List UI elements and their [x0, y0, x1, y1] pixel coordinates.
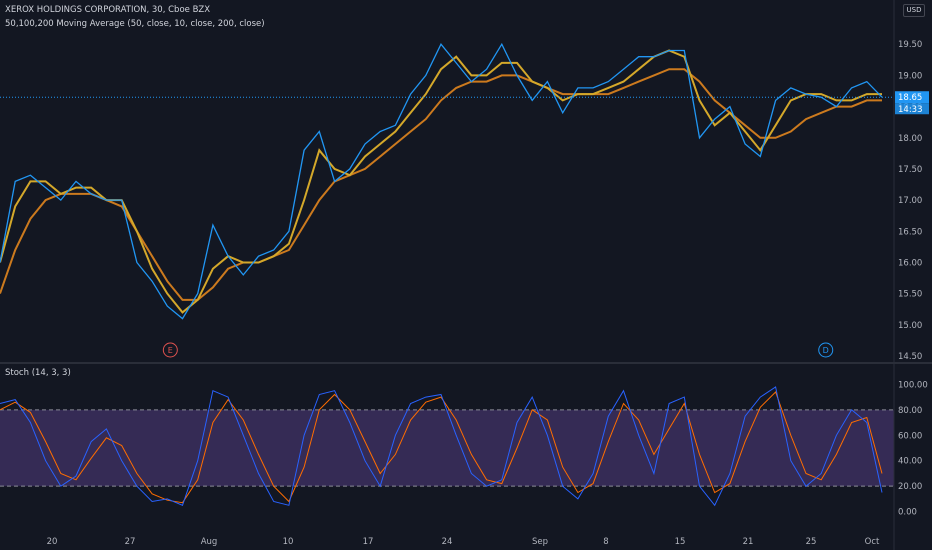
x-tick-label: 24: [442, 537, 453, 547]
symbol-title[interactable]: XEROX HOLDINGS CORPORATION, 30, Cboe BZX: [5, 5, 211, 15]
last-price-tag: [895, 91, 929, 104]
earnings-marker: [162, 342, 178, 358]
stoch-y-tick-label: 0.00: [898, 508, 917, 518]
x-tick-label: Oct: [865, 537, 880, 547]
price-y-tick-label: 18.00: [898, 134, 922, 144]
stoch-indicator-legend[interactable]: Stoch (14, 3, 3): [5, 368, 71, 378]
price-y-tick-label: 16.50: [898, 227, 922, 237]
x-tick-label: 27: [125, 537, 136, 547]
stoch-y-tick-label: 60.00: [898, 431, 922, 441]
price-y-tick-label: 15.50: [898, 290, 922, 300]
x-tick-label: 10: [283, 537, 294, 547]
stoch-y-tick-label: 20.00: [898, 482, 922, 492]
ma-200-line: [0, 68, 882, 301]
earnings-marker-label: E: [168, 346, 173, 355]
dividend-marker-label: D: [823, 346, 829, 355]
countdown-tag: [895, 103, 929, 115]
price-y-tick-label: 17.00: [898, 196, 922, 206]
price-y-tick-label: 14.50: [898, 352, 922, 362]
currency-badge[interactable]: USD: [903, 4, 925, 17]
price-y-tick-label: 15.00: [898, 321, 922, 331]
x-tick-label: 8: [603, 537, 608, 547]
price-line: [0, 42, 883, 320]
last-price-label: 18.65: [898, 93, 922, 103]
x-tick-label: 25: [806, 537, 817, 547]
ma-indicator-legend[interactable]: 50,100,200 Moving Average (50, close, 10…: [5, 19, 265, 29]
dividend-marker: [818, 342, 834, 358]
ma-50-line: [0, 49, 882, 314]
label-layer: 14.50 15.00 15.50 16.00 16.50 17.00 17.50 18.00…: [47, 40, 929, 547]
x-tick-label: Sep: [532, 537, 548, 547]
stoch-d-line: [0, 391, 883, 504]
price-y-tick-label: 19.50: [898, 40, 922, 50]
x-tick-label: Aug: [201, 537, 218, 547]
x-tick-label: 21: [743, 537, 754, 547]
price-y-tick-label: 17.50: [898, 165, 922, 175]
stoch-band-fill: [0, 409, 894, 487]
x-tick-label: 17: [363, 537, 374, 547]
stoch-y-tick-label: 100.00: [898, 380, 928, 390]
price-y-tick-label: 19.00: [898, 71, 922, 81]
stochastic-band-layer: [0, 409, 894, 487]
stoch-y-tick-label: 40.00: [898, 457, 922, 467]
x-tick-label: 15: [675, 537, 686, 547]
stoch-k-line: [0, 386, 883, 507]
price-y-tick-label: 16.00: [898, 258, 922, 268]
marks-layer: [0, 42, 894, 507]
stoch-y-tick-label: 80.00: [898, 406, 922, 416]
countdown-label: 14:33: [898, 105, 923, 115]
x-tick-label: 20: [47, 537, 58, 547]
